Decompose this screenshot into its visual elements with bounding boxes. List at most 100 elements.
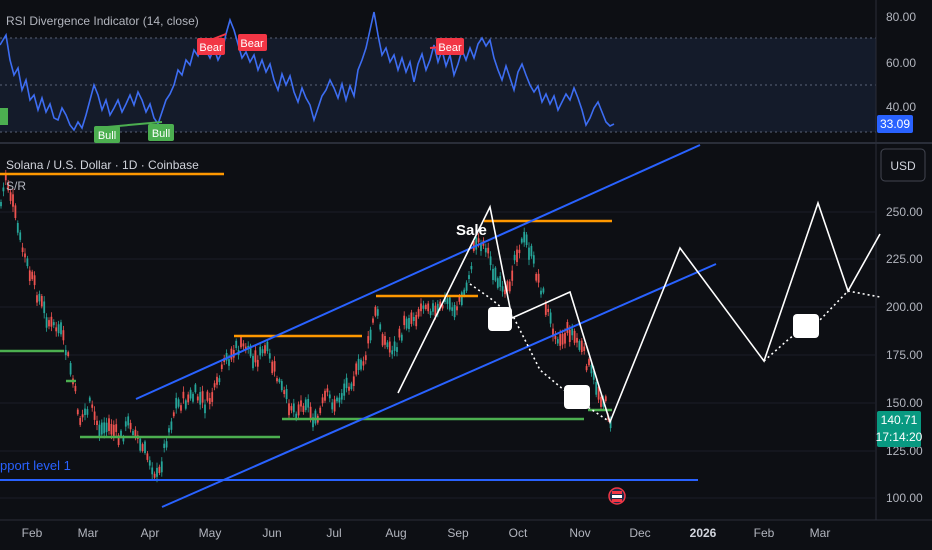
candle-body [448, 297, 451, 310]
candle-body [45, 317, 48, 328]
bear-label-3: Bear [436, 38, 464, 55]
svg-text:Sep: Sep [447, 526, 469, 540]
currency-button[interactable]: USD [880, 148, 926, 182]
candle-body [24, 253, 26, 258]
bear-label-1: Bear [197, 38, 225, 55]
candle-body [134, 429, 137, 437]
candle-body [199, 392, 202, 405]
candle-body [160, 461, 163, 473]
candle-body [105, 422, 108, 433]
candle-body [465, 282, 468, 291]
candle-body [367, 336, 370, 344]
candle-body [496, 278, 499, 288]
svg-text:80.00: 80.00 [886, 10, 916, 24]
candle-body [288, 403, 290, 416]
candle-body [492, 268, 494, 280]
candle-body [427, 303, 430, 312]
candle-body [168, 428, 170, 433]
candle-body [309, 406, 312, 418]
candle-body [374, 306, 377, 316]
candle-body [115, 424, 118, 432]
candle-body [48, 320, 50, 327]
candle-body [576, 337, 578, 343]
candle-body [307, 399, 310, 408]
candle-body [432, 303, 434, 312]
candle-body [153, 473, 156, 478]
svg-text:175.00: 175.00 [886, 348, 923, 362]
candle-body [357, 358, 360, 370]
svg-text:Mar: Mar [78, 526, 99, 540]
candle-body [441, 305, 444, 309]
svg-text:17:14:20: 17:14:20 [876, 430, 923, 444]
candle-body [283, 390, 286, 394]
candle-body [127, 416, 130, 426]
svg-text:33.09: 33.09 [880, 117, 910, 131]
sale-annotation: Sale [456, 222, 487, 239]
svg-text:40.00: 40.00 [886, 100, 916, 114]
candle-body [43, 301, 46, 314]
candle-body [604, 396, 607, 402]
candle-body [595, 382, 598, 395]
svg-text:Jun: Jun [262, 526, 281, 540]
candle-body [74, 385, 77, 392]
price-scale: 250.00 225.00 200.00 175.00 150.00 125.0… [886, 205, 923, 505]
candle-body [64, 349, 67, 356]
candle-body [184, 400, 187, 409]
svg-text:USD: USD [890, 159, 916, 173]
flag-icon[interactable] [608, 487, 626, 505]
candle-body [470, 266, 473, 270]
candle-body [561, 333, 564, 345]
candle-body [506, 281, 509, 292]
candle-body [254, 350, 257, 363]
candle-body [343, 383, 346, 396]
candle-body [141, 444, 144, 451]
candle-body [314, 410, 317, 424]
candle-body [230, 348, 233, 360]
candle-body [422, 305, 425, 309]
candle-body [228, 359, 230, 366]
candle-body [93, 411, 96, 420]
bull-label-2: Bull [148, 124, 174, 141]
candle-body [189, 389, 192, 399]
candle-body [494, 267, 497, 281]
candle-body [544, 302, 547, 315]
candle-body [415, 315, 418, 327]
svg-text:140.71: 140.71 [881, 413, 918, 427]
candle-body [259, 346, 262, 356]
candle-body [439, 301, 442, 309]
candle-body [26, 258, 29, 267]
candle-body [211, 392, 214, 402]
svg-text:Oct: Oct [509, 526, 528, 540]
candle-body [369, 329, 372, 341]
candle-body [33, 275, 36, 286]
candle-body [96, 420, 98, 425]
candle-body [117, 435, 120, 445]
candle-body [100, 422, 103, 435]
candle-body [213, 383, 216, 388]
candle-body [331, 402, 334, 410]
candle-body [446, 298, 449, 304]
svg-text:Bear: Bear [199, 42, 223, 54]
candle-body [172, 412, 175, 417]
candle-body [112, 424, 115, 437]
candle-body [312, 417, 314, 428]
support-lines [0, 349, 612, 439]
candle-body [386, 342, 389, 348]
candle-body [554, 335, 557, 340]
candle-body [122, 438, 125, 442]
candle-body [218, 378, 221, 383]
candle-body [67, 352, 70, 356]
svg-text:Bear: Bear [240, 38, 264, 50]
candle-body [36, 295, 38, 303]
candle-body [511, 270, 514, 281]
svg-text:150.00: 150.00 [886, 396, 923, 410]
candle-body [242, 343, 245, 347]
candle-body [530, 245, 533, 257]
candle-body [295, 413, 298, 419]
time-axis[interactable]: Feb Mar Apr May Jun Jul Aug Sep Oct Nov … [22, 526, 831, 540]
projection-boxes [488, 307, 819, 409]
candle-body [403, 315, 406, 326]
candle-body [600, 396, 602, 407]
candle-body [103, 422, 106, 434]
